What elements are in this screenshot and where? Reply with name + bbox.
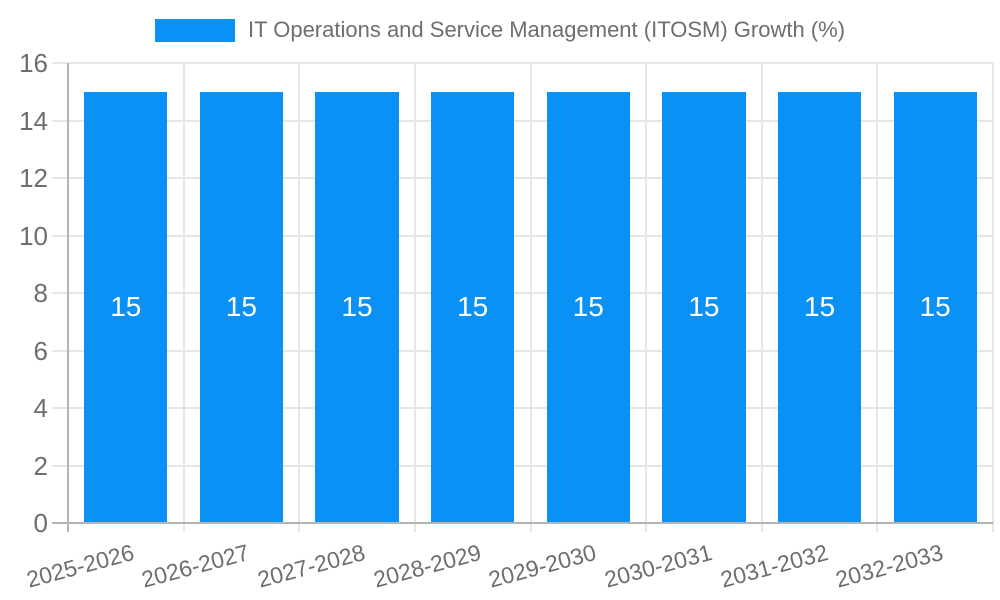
y-axis-tick-label: 6 — [33, 335, 48, 366]
bar-value-label: 15 — [457, 291, 489, 323]
bar — [893, 91, 977, 523]
y-gridline — [52, 234, 993, 237]
plot-area: 15 15 15 15 15 15 15 15 0 2 4 6 8 10 12 14 16 2025-2026 20… — [19, 48, 994, 593]
x-gridline — [298, 63, 301, 532]
y-gridline — [52, 177, 993, 179]
bar-value-label: 15 — [919, 291, 951, 323]
y-axis-tick-label: 14 — [19, 105, 48, 136]
y-gridline — [52, 407, 993, 409]
bar-value-label: 15 — [803, 291, 836, 323]
legend-swatch[interactable] — [154, 18, 235, 42]
y-gridline — [52, 292, 993, 294]
x-gridline — [876, 63, 879, 532]
x-axis-tick-label-text: 2025-2026 — [23, 539, 137, 593]
bar-value-label: 15 — [341, 291, 373, 323]
y-gridline — [52, 464, 993, 467]
x-axis-tick-label-text: 2026-2027 — [139, 539, 253, 593]
bar — [777, 91, 862, 523]
y-axis-tick-label: 8 — [33, 278, 48, 308]
bar — [315, 91, 399, 523]
bar — [84, 91, 168, 523]
y-axis-line — [67, 63, 69, 532]
y-axis-tick-label: 2 — [33, 450, 48, 481]
x-gridline — [645, 63, 648, 532]
x-gridline — [760, 63, 763, 532]
y-gridline — [52, 119, 993, 122]
chart-legend[interactable]: IT Operations and Service Management (IT… — [0, 17, 1000, 43]
y-axis-tick-label: 0 — [33, 508, 48, 538]
y-axis-tick-label: 16 — [19, 48, 48, 78]
bar-value-label: 15 — [572, 291, 604, 323]
x-gridline — [529, 63, 532, 532]
x-axis-tick-label-text: 2031-2032 — [717, 539, 831, 593]
bar — [546, 91, 630, 523]
bar-value-label: 15 — [688, 291, 720, 323]
bar-value-label: 15 — [110, 291, 142, 323]
bar — [662, 91, 746, 523]
x-gridline — [182, 63, 185, 532]
x-axis-tick-label-text: 2027-2028 — [254, 539, 368, 593]
y-axis-tick-label: 4 — [33, 393, 48, 423]
legend-label[interactable]: IT Operations and Service Management (IT… — [247, 17, 846, 42]
x-axis-tick-label-text: 2032-2033 — [832, 539, 946, 593]
x-gridline — [992, 63, 994, 532]
y-axis-tick-label: 12 — [19, 163, 48, 193]
x-axis-tick-label-text: 2030-2031 — [601, 539, 715, 593]
bar — [431, 91, 515, 523]
bar-value-label: 15 — [225, 291, 258, 323]
x-gridline — [413, 63, 416, 532]
x-axis-line — [52, 522, 993, 524]
x-axis-tick-label-text: 2028-2029 — [370, 539, 484, 593]
y-gridline — [52, 349, 993, 352]
bar — [199, 91, 284, 523]
y-gridline — [52, 62, 993, 64]
y-axis-tick-label: 10 — [19, 220, 48, 251]
x-axis-tick-label-text: 2029-2030 — [486, 539, 600, 593]
